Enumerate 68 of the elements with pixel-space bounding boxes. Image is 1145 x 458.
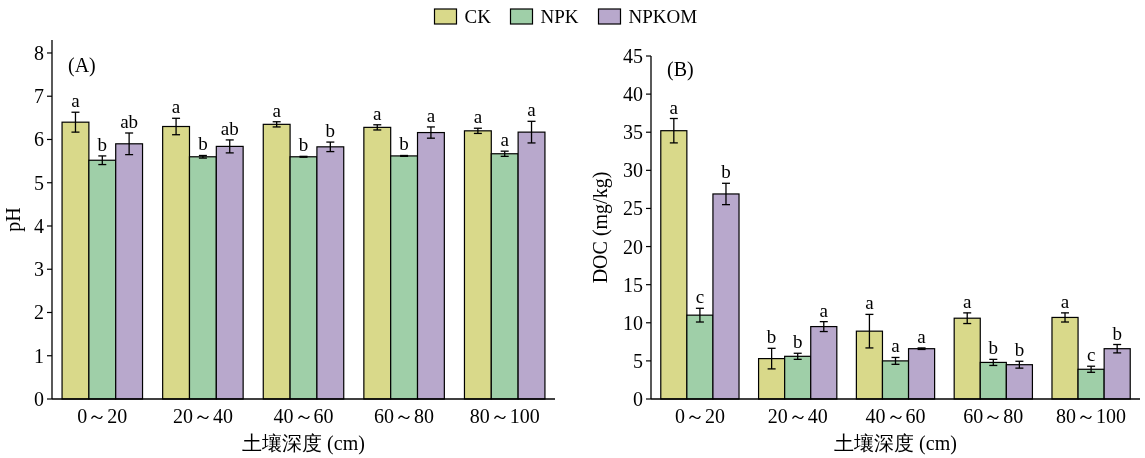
y-axis-title: DOC (mg/kg)	[589, 171, 612, 284]
data-label: b	[766, 326, 777, 348]
x-tick-label: 40～60	[273, 405, 334, 427]
y-tick-label: 2	[34, 301, 44, 324]
y-tick-label: 25	[623, 197, 643, 220]
y-axis-title: pH	[2, 207, 25, 232]
y-tick-label: 0	[34, 388, 44, 410]
data-label: b	[97, 133, 108, 155]
y-tick-label: 20	[623, 235, 643, 258]
y-tick-label: 1	[34, 344, 44, 367]
data-label: a	[426, 104, 436, 126]
data-label: b	[1112, 322, 1122, 344]
y-tick-label: 15	[623, 273, 643, 296]
data-label: a	[917, 325, 927, 347]
data-label: b	[792, 331, 803, 353]
data-label: a	[963, 290, 972, 312]
data-label: b	[721, 161, 731, 183]
x-tick-label: 60～80	[963, 405, 1024, 427]
data-label: ab	[120, 110, 139, 132]
x-tick-label: 60～80	[374, 405, 435, 427]
y-tick-label: 6	[34, 128, 44, 151]
x-tick-label: 0～20	[674, 405, 725, 427]
data-label: c	[695, 286, 705, 308]
data-label: a	[865, 292, 875, 314]
data-label: a	[527, 99, 537, 121]
data-label: a	[669, 96, 679, 118]
x-tick-label: 0～20	[77, 405, 128, 427]
x-tick-label: 20～40	[172, 405, 233, 427]
data-label: a	[1060, 290, 1070, 312]
data-label: b	[399, 133, 409, 155]
legend-label: NPK	[540, 6, 579, 27]
x-tick-label: 80～100	[469, 405, 540, 427]
x-tick-label: 20～40	[767, 405, 828, 427]
legend-label: NPKOM	[628, 6, 698, 27]
x-tick-label: 40～60	[865, 405, 926, 427]
y-tick-label: 5	[34, 171, 44, 194]
data-label: a	[500, 129, 510, 151]
data-label: c	[1086, 344, 1096, 366]
x-axis-title: 土壤深度 (cm)	[242, 432, 365, 455]
x-axis-title: 土壤深度 (cm)	[834, 432, 957, 455]
y-tick-label: 4	[34, 214, 44, 237]
chart-title: (B)	[667, 58, 694, 81]
y-tick-label: 5	[633, 349, 643, 372]
y-tick-label: 45	[623, 45, 643, 67]
data-label: b	[198, 133, 208, 155]
data-label: b	[988, 337, 999, 359]
y-tick-label: 0	[633, 388, 643, 410]
text: (A)	[68, 54, 96, 77]
data-label: a	[171, 96, 181, 118]
y-tick-label: 35	[623, 121, 643, 144]
data-label: a	[373, 102, 383, 124]
y-tick-label: 7	[34, 85, 44, 108]
data-label: a	[71, 90, 81, 112]
y-tick-label: 40	[623, 83, 643, 106]
data-label: b	[325, 120, 336, 142]
y-tick-label: 10	[623, 311, 643, 334]
data-label: a	[473, 106, 483, 128]
data-label: b	[1014, 339, 1025, 361]
data-label: a	[891, 335, 901, 357]
y-tick-label: 3	[34, 258, 44, 281]
data-label: ab	[220, 117, 239, 139]
x-tick-label: 80～100	[1056, 405, 1127, 427]
legend-label: CK	[464, 6, 492, 27]
y-tick-label: 30	[623, 159, 643, 182]
data-label: a	[272, 99, 282, 121]
data-label: b	[298, 134, 309, 156]
data-label: a	[819, 299, 829, 321]
y-tick-label: 8	[34, 41, 44, 64]
